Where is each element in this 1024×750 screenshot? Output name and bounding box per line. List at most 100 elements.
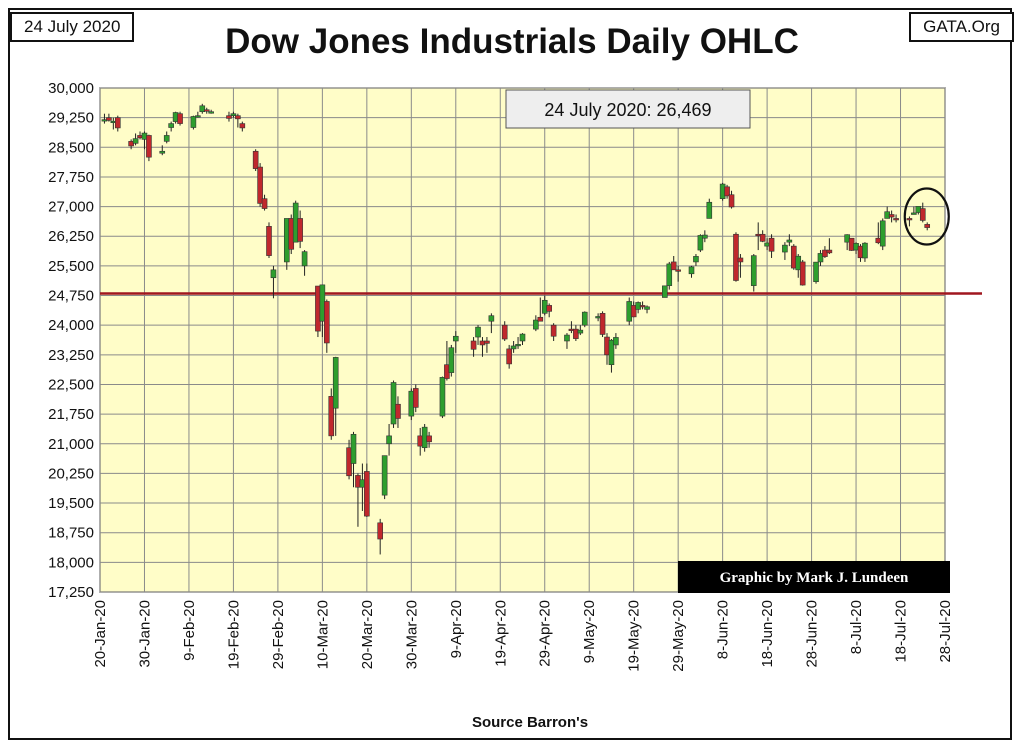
x-tick-label: 9-May-20: [581, 600, 598, 663]
candle-body: [688, 266, 695, 275]
candle-body: [470, 340, 477, 350]
candle-body: [888, 214, 895, 218]
candle-body: [390, 382, 397, 425]
candle-body: [813, 261, 819, 282]
x-tick-label: 18-Jul-20: [893, 600, 910, 663]
y-tick-label: 18,750: [48, 525, 94, 542]
candle-body: [724, 186, 730, 197]
candle-body: [381, 455, 388, 496]
source-label: Source Barron's: [471, 714, 589, 731]
candle-body: [114, 117, 121, 129]
candle-body: [199, 105, 206, 113]
x-tick-label: 30-Mar-20: [403, 600, 420, 669]
y-tick-label: 25,500: [48, 258, 94, 275]
x-tick-label: 20-Mar-20: [359, 600, 376, 669]
candle-body: [919, 208, 926, 221]
candle-body: [750, 255, 757, 286]
candle-body: [537, 316, 544, 322]
candle-body: [822, 249, 828, 257]
candle-body: [697, 235, 704, 251]
candle-body: [879, 220, 886, 247]
candle-body: [386, 435, 392, 445]
candle-body: [488, 315, 495, 322]
annotation-text: 24 July 2020: 26,469: [544, 100, 711, 120]
credit-text: Graphic by Mark J. Lundeen: [720, 570, 909, 586]
y-tick-label: 24,000: [48, 317, 94, 334]
candle-body: [252, 150, 259, 169]
candle-body: [350, 433, 357, 464]
candle-body: [786, 239, 793, 243]
candle-body: [297, 218, 303, 242]
y-tick-label: 29,250: [48, 110, 94, 127]
y-tick-label: 17,250: [48, 584, 94, 601]
candle-body: [475, 326, 481, 338]
y-tick-label: 21,000: [48, 436, 94, 453]
x-tick-label: 29-Feb-20: [270, 600, 287, 669]
date-label: 24 July 2020: [10, 12, 135, 42]
highlight-circle: [903, 187, 950, 246]
candle-body: [737, 257, 744, 263]
x-tick-label: 20-Jan-20: [92, 600, 109, 668]
annotation-box: 24 July 2020: 26,469: [505, 89, 751, 129]
x-tick-label: 19-May-20: [626, 600, 643, 672]
candle-body: [332, 357, 339, 409]
x-tick-label: 30-Jan-20: [136, 600, 153, 668]
candle-body: [484, 340, 490, 344]
candle-body: [257, 166, 263, 204]
candle-body: [448, 347, 455, 373]
candle-body: [195, 115, 201, 118]
candle-body: [639, 305, 646, 308]
candle-body: [759, 233, 766, 242]
candle-body: [452, 335, 459, 342]
y-axis: 30,000 29,250 28,500 27,750 27,000 26,250 25,5…: [48, 80, 94, 601]
candle-body: [706, 201, 713, 219]
y-tick-label: 19,500: [48, 495, 94, 512]
candle-body: [208, 111, 214, 114]
x-tick-label: 9-Apr-20: [448, 600, 465, 658]
x-tick-label: 8-Jun-20: [715, 600, 732, 659]
candle-body: [564, 334, 570, 342]
candle-body: [550, 324, 557, 337]
candle-body: [426, 435, 432, 443]
candle-body: [328, 396, 335, 437]
y-tick-label: 27,000: [48, 199, 94, 216]
x-tick-label: 10-Mar-20: [314, 600, 331, 669]
candle-body: [728, 194, 735, 208]
candle-body: [644, 306, 650, 310]
candles: [101, 103, 931, 555]
candle-body: [261, 198, 268, 209]
y-tick-label: 23,250: [48, 347, 94, 364]
candle-body: [670, 261, 677, 271]
y-tick-label: 20,250: [48, 465, 94, 482]
y-tick-label: 18,000: [48, 554, 94, 571]
chart-title: Dow Jones Industrials Daily OHLC: [225, 22, 799, 61]
candle-body: [546, 305, 552, 312]
candle-body: [203, 109, 210, 112]
x-tick-label: 28-Jun-20: [804, 600, 821, 668]
x-tick-label: 18-Jun-20: [759, 600, 776, 668]
candle-body: [911, 212, 917, 215]
x-tick-label: 9-Feb-20: [181, 600, 198, 661]
candle-body: [733, 233, 739, 281]
x-tick-label: 19-Feb-20: [225, 600, 242, 669]
y-tick-label: 21,750: [48, 406, 94, 423]
y-tick-label: 22,500: [48, 376, 94, 393]
candle-body: [666, 263, 673, 286]
candle-body: [132, 138, 139, 144]
y-tick-label: 30,000: [48, 80, 94, 97]
site-label: GATA.Org: [909, 12, 1014, 42]
candle-body: [270, 269, 277, 279]
candle-body: [377, 522, 383, 540]
candle-body: [159, 150, 166, 154]
candle-body: [106, 117, 112, 121]
candle-body: [702, 234, 708, 239]
candle-body: [608, 339, 615, 366]
x-axis: 20-Jan-20 30-Jan-20 9-Feb-20 19-Feb-20 29-Fe…: [92, 600, 954, 672]
candle-body: [675, 269, 681, 272]
candle-body: [439, 377, 446, 417]
candle-body: [893, 218, 899, 221]
y-tick-label: 24,750: [48, 288, 94, 305]
credit-box: Graphic by Mark J. Lundeen: [678, 561, 950, 593]
candle-body: [662, 285, 668, 298]
